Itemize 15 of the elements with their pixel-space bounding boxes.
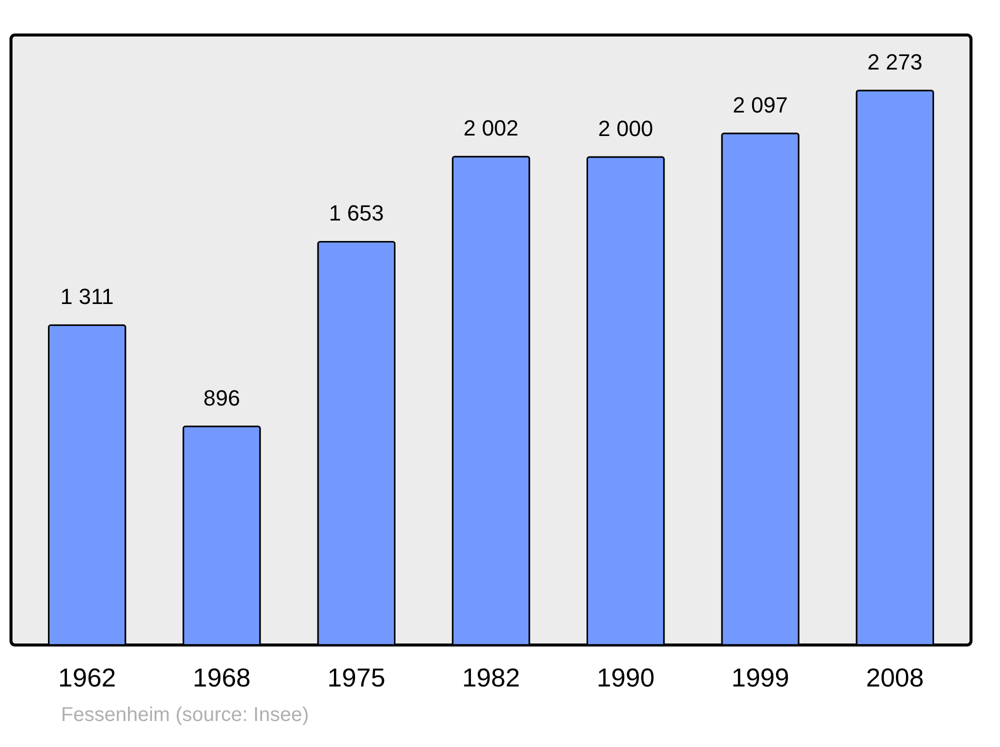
x-tick-label: 1990 [596, 662, 655, 692]
x-tick-label: 2008 [866, 662, 924, 692]
data-label: 2 002 [463, 116, 519, 141]
data-label: 2 097 [732, 92, 788, 118]
data-label: 1 311 [60, 284, 114, 310]
x-tick-label: 1999 [731, 662, 790, 692]
x-tick-label: 1962 [58, 662, 116, 692]
data-label: 2 273 [867, 49, 922, 74]
x-tick-label: 1968 [192, 662, 251, 692]
text: Fessenheim (source: Insee) [61, 704, 309, 726]
data-label: 896 [203, 385, 240, 410]
x-tick-label: 1982 [462, 662, 520, 692]
data-label: 1 653 [328, 200, 384, 226]
data-label: 2 000 [598, 116, 654, 142]
x-tick-label: 1975 [327, 662, 386, 692]
